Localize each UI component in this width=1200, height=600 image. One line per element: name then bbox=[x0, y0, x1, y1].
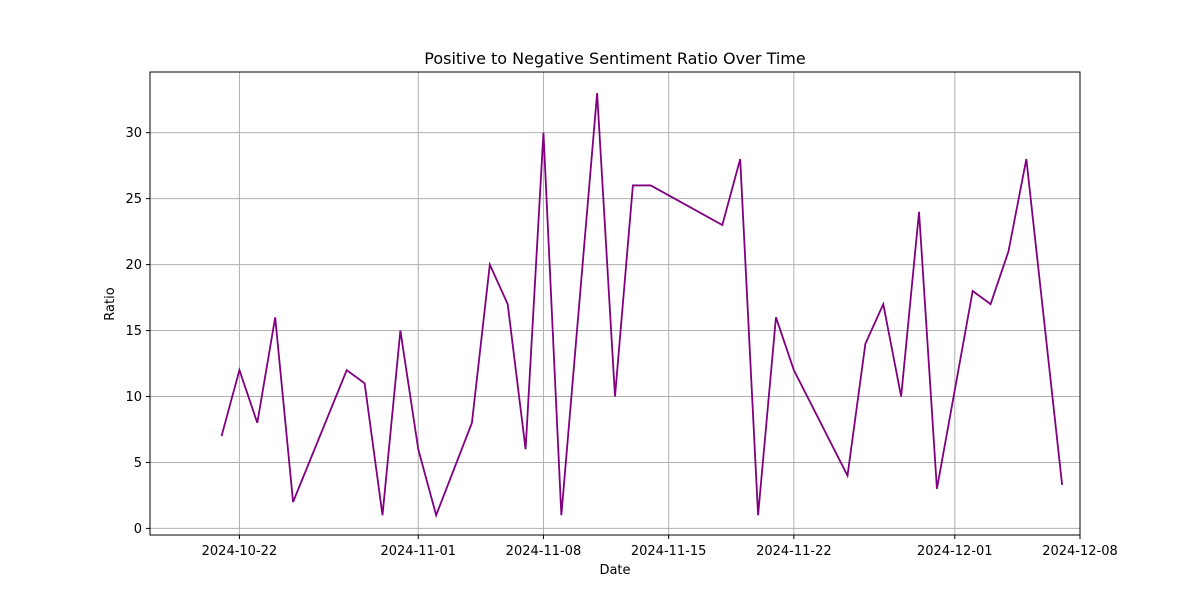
y-tick-label: 30 bbox=[125, 126, 142, 141]
x-tick-label: 2024-11-15 bbox=[631, 544, 707, 559]
plot-area-frame bbox=[149, 71, 1081, 536]
y-tick-label: 5 bbox=[134, 456, 142, 471]
x-tick-label: 2024-12-08 bbox=[1042, 544, 1118, 559]
chart-title: Positive to Negative Sentiment Ratio Ove… bbox=[424, 49, 805, 68]
x-tick-label: 2024-11-01 bbox=[380, 544, 456, 559]
grid-lines bbox=[150, 72, 1081, 535]
y-axis-label: Ratio bbox=[103, 287, 118, 320]
x-tick-label: 2024-11-08 bbox=[506, 544, 582, 559]
y-tick-label: 15 bbox=[125, 324, 142, 339]
series-layer bbox=[220, 93, 1064, 519]
y-tick-label: 10 bbox=[125, 390, 142, 405]
y-tick-label: 25 bbox=[125, 192, 142, 207]
x-tick-label: 2024-12-01 bbox=[917, 544, 993, 559]
y-axis-ticks: 0 5 10 15 20 25 30 bbox=[125, 126, 150, 537]
y-tick-label: 20 bbox=[125, 258, 142, 273]
x-axis-label: Date bbox=[599, 563, 630, 578]
x-tick-label: 2024-10-22 bbox=[202, 544, 278, 559]
x-axis-ticks: 2024-10-22 2024-11-01 2024-11-08 2024-11-15… bbox=[202, 535, 1118, 559]
x-tick-label: 2024-11-22 bbox=[756, 544, 832, 559]
y-tick-label: 0 bbox=[134, 522, 142, 537]
series-line bbox=[220, 93, 1064, 519]
